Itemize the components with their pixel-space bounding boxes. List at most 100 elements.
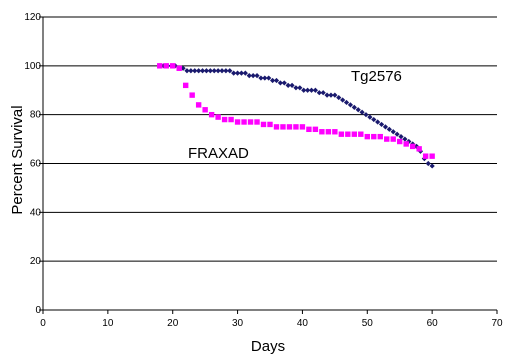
data-point-fraxad bbox=[312, 126, 319, 133]
data-point-tg2576 bbox=[324, 92, 330, 98]
data-point-fraxad bbox=[377, 133, 383, 140]
data-point-tg2576 bbox=[196, 68, 202, 74]
data-point-fraxad bbox=[306, 126, 312, 133]
data-point-tg2576 bbox=[234, 70, 241, 76]
data-point-fraxad bbox=[260, 121, 267, 128]
x-tick-label: 10 bbox=[102, 318, 114, 329]
data-point-fraxad bbox=[351, 131, 358, 137]
data-point-fraxad bbox=[176, 65, 182, 71]
data-point-tg2576 bbox=[184, 68, 190, 74]
data-point-tg2576 bbox=[223, 68, 229, 74]
data-point-fraxad bbox=[390, 136, 396, 142]
y-axis-title: Percent Survival bbox=[9, 105, 26, 214]
data-point-fraxad bbox=[358, 131, 364, 137]
data-point-tg2576 bbox=[281, 80, 287, 86]
x-tick-labels: 0 10 20 30 40 50 60 70 bbox=[40, 318, 503, 329]
data-point-fraxad bbox=[332, 129, 338, 135]
data-point-fraxad bbox=[234, 119, 241, 125]
data-point-tg2576 bbox=[301, 87, 307, 93]
data-point-fraxad bbox=[221, 116, 228, 123]
data-point-fraxad bbox=[286, 124, 293, 130]
data-point-tg2576 bbox=[273, 77, 280, 84]
data-point-tg2576 bbox=[371, 116, 377, 123]
data-point-fraxad bbox=[325, 129, 332, 135]
data-point-tg2576 bbox=[402, 136, 408, 142]
data-point-tg2576 bbox=[336, 94, 342, 101]
data-point-tg2576 bbox=[203, 68, 210, 74]
x-tick-label: 40 bbox=[297, 318, 309, 329]
data-point-fraxad bbox=[429, 153, 435, 159]
data-point-fraxad bbox=[299, 124, 306, 130]
data-point-tg2576 bbox=[238, 70, 245, 76]
data-point-tg2576 bbox=[227, 68, 233, 74]
data-point-tg2576 bbox=[254, 73, 260, 79]
data-point-tg2576 bbox=[363, 112, 369, 118]
x-axis-title: Days bbox=[251, 338, 285, 354]
y-tick-label: 20 bbox=[30, 256, 42, 267]
data-point-tg2576 bbox=[188, 68, 194, 74]
data-point-fraxad bbox=[371, 133, 377, 140]
data-point-fraxad bbox=[416, 146, 422, 152]
data-point-tg2576 bbox=[277, 80, 283, 86]
data-point-tg2576 bbox=[429, 163, 435, 169]
y-tick-label: 0 bbox=[35, 305, 41, 316]
y-tick-label: 80 bbox=[30, 110, 42, 121]
data-point-tg2576 bbox=[219, 68, 225, 74]
x-tick-label: 50 bbox=[362, 318, 374, 329]
x-tick-label: 0 bbox=[40, 318, 46, 329]
y-tick-labels: 0 20 40 60 80 100 120 bbox=[24, 12, 41, 316]
grid-lines bbox=[39, 16, 497, 311]
data-point-fraxad bbox=[422, 153, 429, 159]
data-point-fraxad bbox=[241, 119, 247, 125]
data-point-tg2576 bbox=[289, 82, 295, 88]
data-point-tg2576 bbox=[231, 70, 237, 76]
data-point-tg2576 bbox=[250, 73, 256, 79]
data-point-fraxad bbox=[195, 102, 202, 108]
x-tick-label: 60 bbox=[427, 318, 439, 329]
data-point-tg2576 bbox=[297, 85, 303, 91]
data-point-fraxad bbox=[273, 124, 280, 130]
x-tick-label: 70 bbox=[491, 318, 503, 329]
data-point-fraxad bbox=[293, 124, 299, 130]
series-label-fraxad: FRAXAD bbox=[188, 145, 249, 162]
data-point-tg2576 bbox=[207, 68, 213, 74]
data-point-tg2576 bbox=[347, 102, 354, 108]
data-point-fraxad bbox=[182, 82, 189, 89]
data-point-fraxad bbox=[267, 121, 273, 128]
data-point-fraxad bbox=[215, 114, 221, 120]
data-point-fraxad bbox=[189, 92, 195, 98]
data-point-tg2576 bbox=[328, 92, 334, 98]
data-point-tg2576 bbox=[316, 90, 322, 96]
data-point-fraxad bbox=[319, 129, 325, 135]
data-point-tg2576 bbox=[258, 75, 264, 81]
data-point-tg2576 bbox=[425, 160, 431, 167]
data-point-tg2576 bbox=[312, 87, 318, 93]
data-point-fraxad bbox=[202, 107, 208, 113]
data-point-tg2576 bbox=[375, 119, 381, 125]
series-fraxad bbox=[157, 63, 435, 159]
x-tick-label: 30 bbox=[232, 318, 244, 329]
data-point-tg2576 bbox=[340, 97, 346, 103]
data-point-fraxad bbox=[247, 119, 254, 125]
data-point-fraxad bbox=[280, 124, 286, 130]
data-point-tg2576 bbox=[246, 73, 252, 79]
data-point-tg2576 bbox=[285, 82, 291, 88]
data-point-tg2576 bbox=[215, 68, 221, 74]
data-point-tg2576 bbox=[355, 107, 361, 113]
data-point-tg2576 bbox=[359, 109, 365, 115]
data-point-tg2576 bbox=[398, 134, 404, 140]
data-point-fraxad bbox=[397, 138, 403, 145]
data-point-fraxad bbox=[403, 141, 409, 147]
data-point-tg2576 bbox=[192, 68, 198, 74]
data-point-tg2576 bbox=[308, 87, 315, 93]
data-point-tg2576 bbox=[305, 87, 311, 93]
y-tick-label: 60 bbox=[30, 159, 42, 170]
data-point-fraxad bbox=[228, 116, 234, 123]
data-point-tg2576 bbox=[320, 90, 326, 96]
data-point-tg2576 bbox=[367, 114, 373, 120]
data-point-tg2576 bbox=[266, 75, 272, 81]
data-point-fraxad bbox=[345, 131, 351, 137]
y-tick-label: 40 bbox=[30, 207, 42, 218]
series-label-tg2576: Tg2576 bbox=[351, 68, 402, 85]
